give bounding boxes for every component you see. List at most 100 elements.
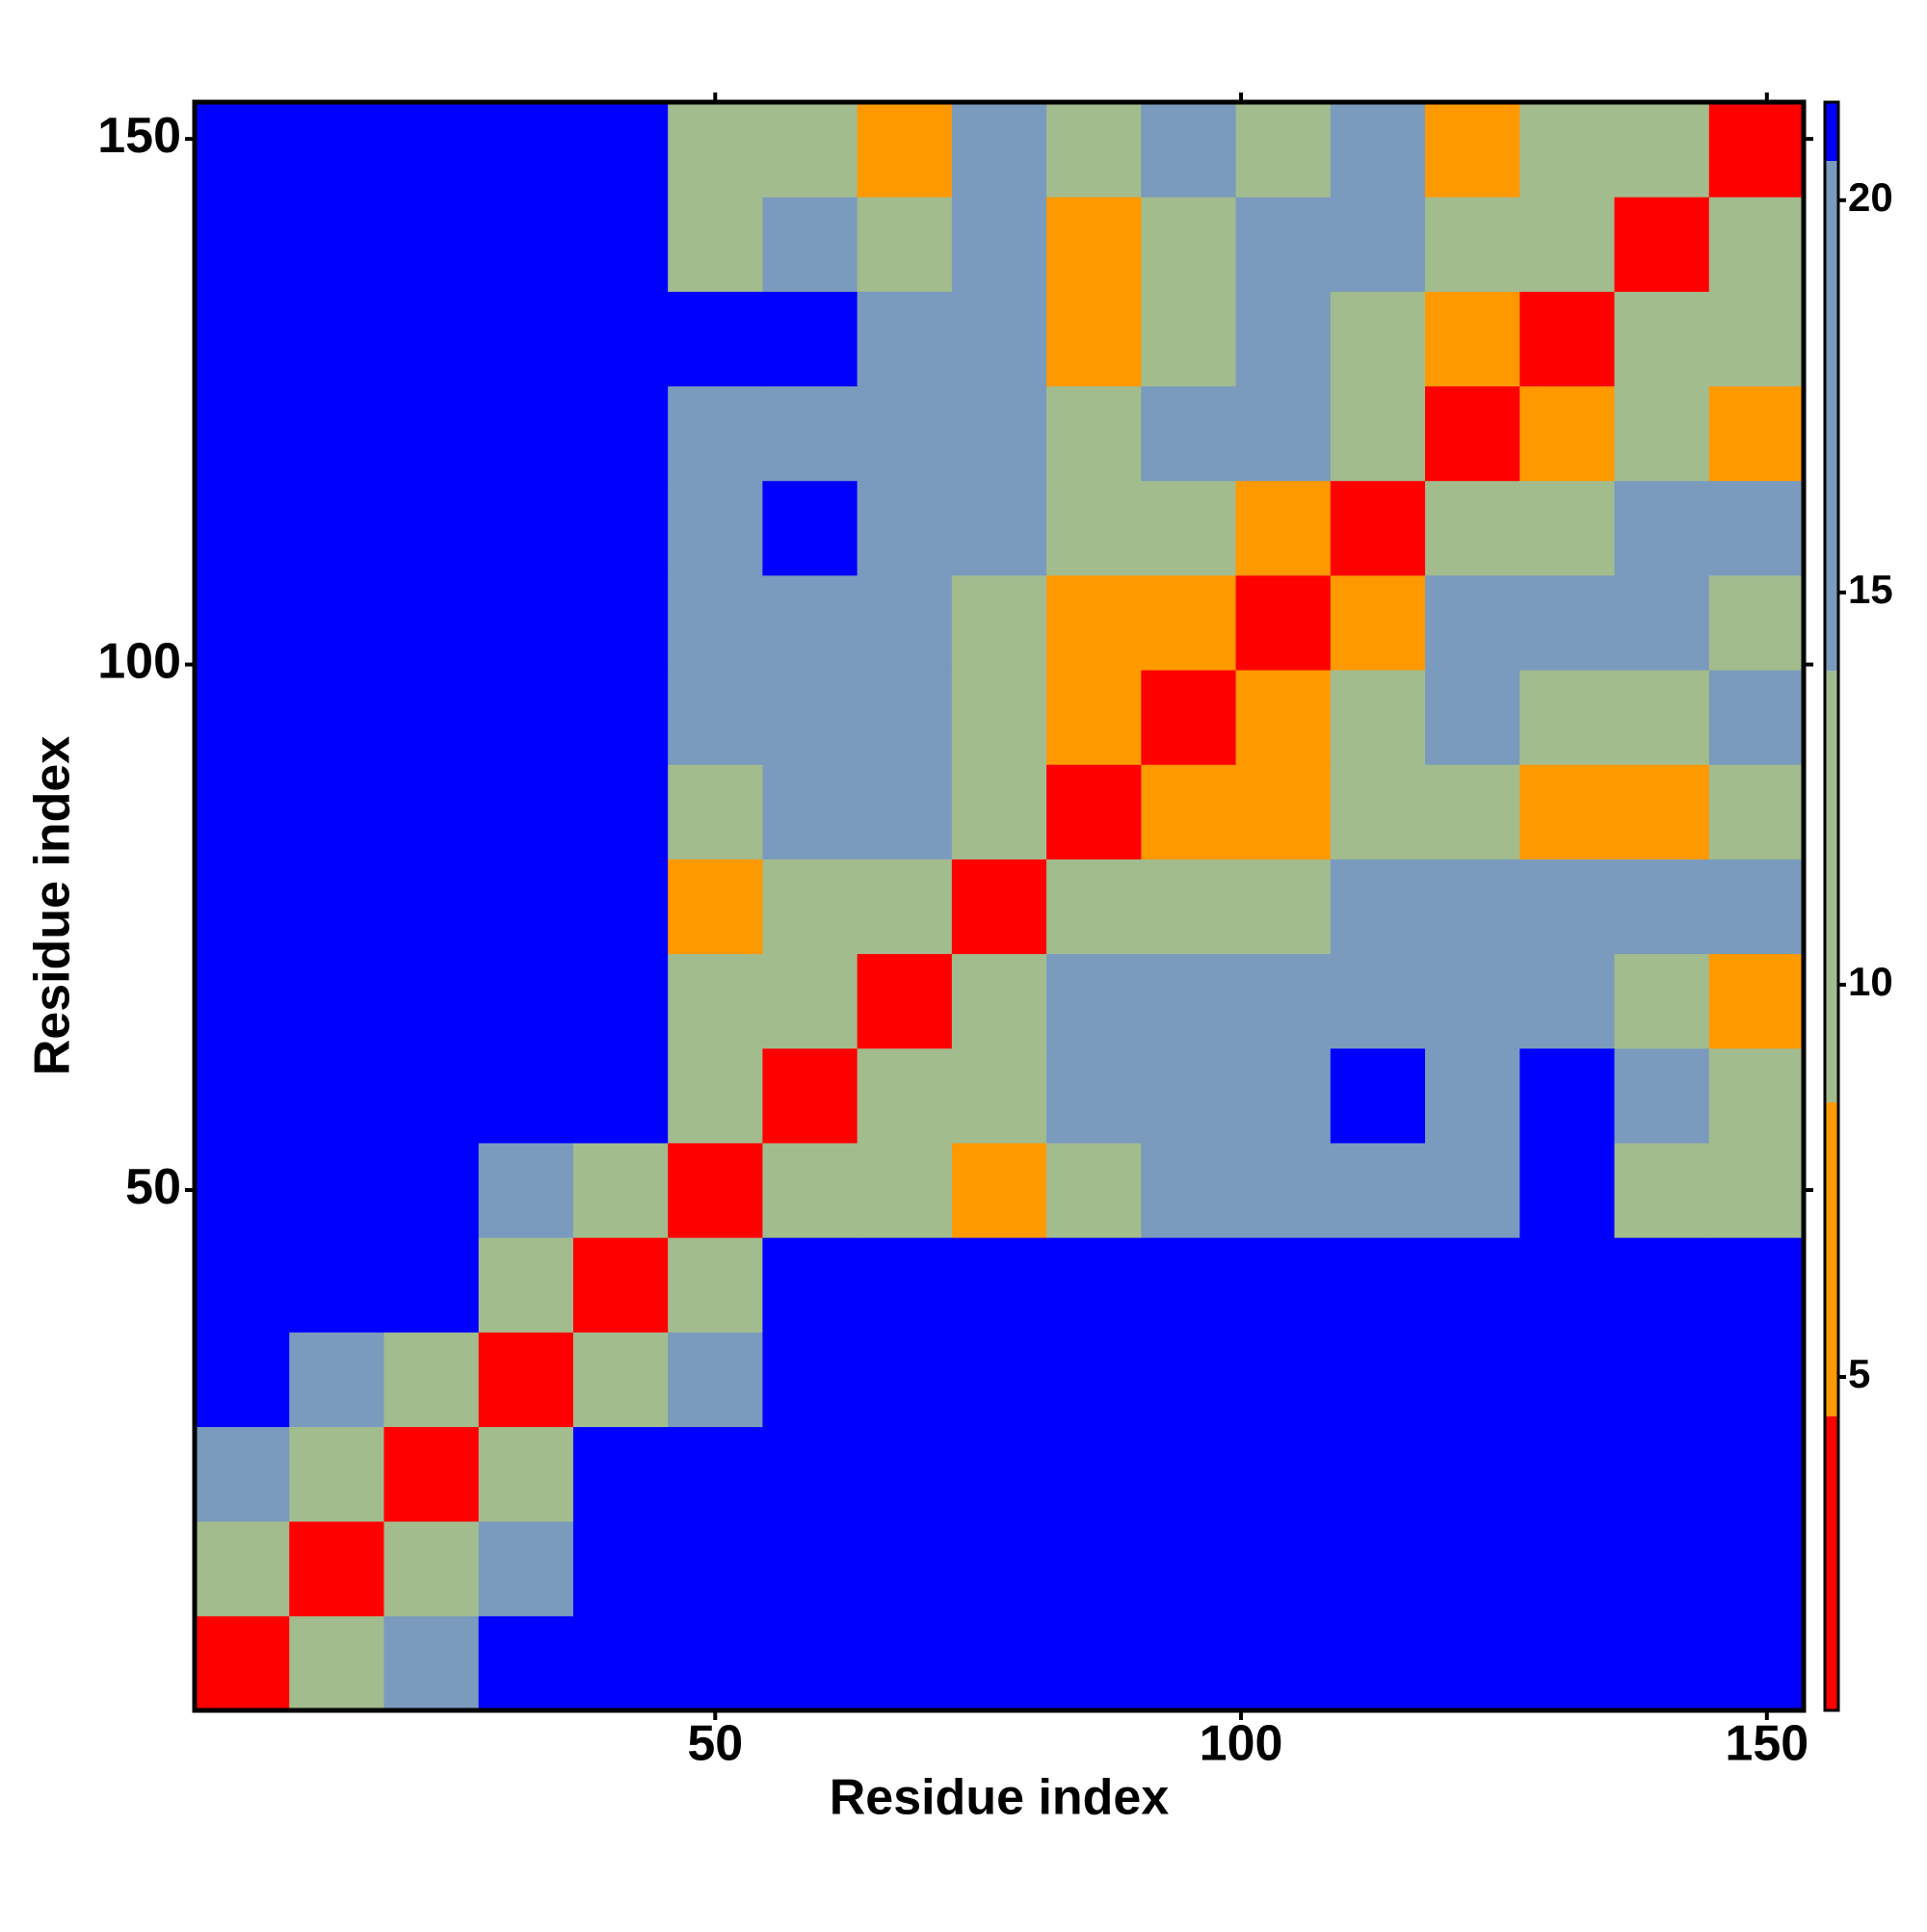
heatmap-cell bbox=[1046, 1237, 1142, 1333]
heatmap-cell bbox=[951, 1332, 1047, 1427]
heatmap-cell bbox=[572, 1426, 669, 1522]
heatmap-cell bbox=[1046, 1047, 1142, 1144]
heatmap-cell bbox=[762, 859, 858, 955]
heatmap-cell bbox=[478, 197, 574, 292]
heatmap-cell bbox=[1614, 1047, 1710, 1144]
heatmap-cell bbox=[762, 197, 858, 292]
heatmap-cell bbox=[478, 859, 574, 955]
heatmap-cell bbox=[1425, 1521, 1520, 1617]
heatmap-cell bbox=[289, 574, 384, 671]
heatmap-cell bbox=[762, 1047, 858, 1144]
heatmap-cell bbox=[1046, 1615, 1142, 1711]
heatmap-cell bbox=[857, 1142, 953, 1238]
heatmap-cell bbox=[857, 385, 953, 482]
heatmap-cell bbox=[668, 1521, 763, 1617]
heatmap-cell bbox=[289, 764, 384, 860]
heatmap-cell bbox=[857, 291, 953, 387]
heatmap-cell bbox=[1141, 1426, 1237, 1522]
heatmap-cell bbox=[1235, 1237, 1332, 1333]
colorbar-band bbox=[1825, 102, 1838, 162]
heatmap-cell bbox=[1330, 953, 1426, 1049]
heatmap-cell bbox=[857, 764, 953, 860]
heatmap-cell bbox=[1519, 480, 1616, 576]
heatmap-cell bbox=[478, 1426, 574, 1522]
heatmap-cell bbox=[289, 197, 384, 292]
heatmap-cell bbox=[668, 574, 763, 671]
heatmap-cell bbox=[478, 480, 574, 576]
heatmap-cell bbox=[762, 574, 858, 671]
heatmap-cell bbox=[857, 197, 953, 292]
heatmap-cell bbox=[195, 102, 290, 198]
colorbar-band bbox=[1825, 1416, 1838, 1710]
heatmap-cell bbox=[1708, 859, 1805, 955]
heatmap-cell bbox=[1425, 102, 1520, 198]
x-axis-label: Residue index bbox=[830, 1770, 1170, 1826]
heatmap-cell bbox=[195, 197, 290, 292]
heatmap-cell bbox=[572, 1521, 669, 1617]
heatmap-cell bbox=[1330, 197, 1426, 292]
heatmap-cell bbox=[1046, 859, 1142, 955]
heatmap-cell bbox=[951, 1047, 1047, 1144]
heatmap-cell bbox=[383, 1521, 480, 1617]
heatmap-cell bbox=[1519, 953, 1616, 1049]
heatmap-cell bbox=[857, 1237, 953, 1333]
heatmap-cell bbox=[857, 1521, 953, 1617]
heatmap-cell bbox=[195, 859, 290, 955]
colorbar-tick-label: 5 bbox=[1848, 1351, 1870, 1396]
heatmap-cell bbox=[195, 764, 290, 860]
heatmap-cell bbox=[762, 1332, 858, 1427]
heatmap-cell bbox=[1046, 764, 1142, 860]
heatmap-cell bbox=[1614, 1142, 1710, 1238]
heatmap-cell bbox=[1708, 480, 1805, 576]
heatmap-cell bbox=[289, 1332, 384, 1427]
heatmap-cell bbox=[762, 1237, 858, 1333]
heatmap-cell bbox=[1708, 670, 1805, 765]
heatmap-cell bbox=[1141, 1521, 1237, 1617]
heatmap-cell bbox=[1614, 764, 1710, 860]
colorbar-tick-label: 20 bbox=[1848, 174, 1893, 220]
heatmap-cell bbox=[383, 1615, 480, 1711]
heatmap-cell bbox=[1519, 1615, 1616, 1711]
heatmap-cell bbox=[1708, 1332, 1805, 1427]
heatmap-cell bbox=[951, 291, 1047, 387]
heatmap-cell bbox=[1141, 953, 1237, 1049]
heatmap-cell bbox=[762, 953, 858, 1049]
heatmap-cell bbox=[1330, 1332, 1426, 1427]
heatmap-cell bbox=[951, 1237, 1047, 1333]
heatmap-cell bbox=[951, 1426, 1047, 1522]
heatmap-cell bbox=[1141, 291, 1237, 387]
heatmap-cell bbox=[1330, 291, 1426, 387]
heatmap-cell bbox=[668, 102, 763, 198]
heatmap-cell bbox=[1425, 1332, 1520, 1427]
heatmap-cell bbox=[951, 385, 1047, 482]
y-axis-label: Residue index bbox=[25, 736, 81, 1076]
heatmap-cell bbox=[1141, 197, 1237, 292]
heatmap-cell bbox=[668, 859, 763, 955]
heatmap-cell bbox=[1330, 670, 1426, 765]
heatmap-cell bbox=[951, 102, 1047, 198]
heatmap-cell bbox=[383, 574, 480, 671]
heatmap-cell bbox=[1141, 1142, 1237, 1238]
heatmap-cell bbox=[1425, 480, 1520, 576]
heatmap-cell bbox=[668, 291, 763, 387]
heatmap-cell bbox=[1425, 859, 1520, 955]
heatmap-cell bbox=[951, 574, 1047, 671]
heatmap-cell bbox=[1141, 764, 1237, 860]
heatmap-cell bbox=[1330, 1615, 1426, 1711]
heatmap-cell bbox=[1614, 859, 1710, 955]
heatmap-cell bbox=[1235, 1426, 1332, 1522]
heatmap-cell bbox=[572, 291, 669, 387]
heatmap-cell bbox=[289, 1521, 384, 1617]
heatmap-cell bbox=[289, 953, 384, 1049]
heatmap-cell bbox=[668, 1237, 763, 1333]
heatmap-cell bbox=[1614, 197, 1710, 292]
heatmap-cell bbox=[1235, 1332, 1332, 1427]
heatmap-cell bbox=[289, 859, 384, 955]
heatmap-cell bbox=[1330, 1521, 1426, 1617]
heatmap-cell bbox=[289, 1237, 384, 1333]
heatmap-cell bbox=[383, 670, 480, 765]
heatmap-cell bbox=[383, 1332, 480, 1427]
heatmap-cell bbox=[572, 1332, 669, 1427]
heatmap-cell bbox=[1141, 1615, 1237, 1711]
